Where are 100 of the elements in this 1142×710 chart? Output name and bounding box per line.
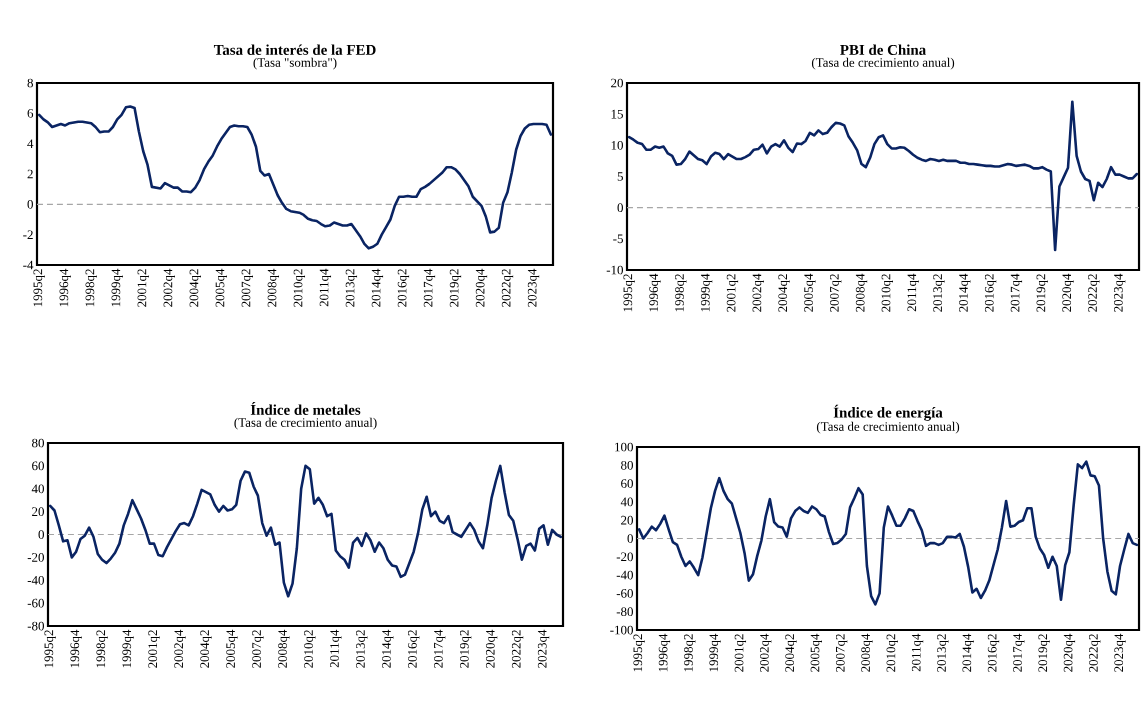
x-tick-label: 2001q2 <box>137 269 149 307</box>
x-tick-label: 2010q2 <box>304 630 316 668</box>
y-tick-label: 40 <box>31 484 44 494</box>
chart-title: Tasa de interés de la FED <box>213 44 376 55</box>
x-tick-label: 2017q4 <box>433 629 446 668</box>
x-tick-label: 1996q4 <box>59 268 71 307</box>
x-tick-label: 1999q4 <box>709 633 721 672</box>
y-tick-label: -80 <box>27 621 44 631</box>
x-tick-label: 2016q2 <box>408 630 420 668</box>
x-tick-label: 2013q2 <box>933 274 945 312</box>
y-tick-label: -10 <box>606 265 623 275</box>
chart-subtitle: (Tasa de crecimiento anual) <box>816 421 960 434</box>
x-tick-label: 2007q2 <box>830 274 842 312</box>
x-tick-label: 2013q2 <box>356 630 368 668</box>
chart-title: Índice de energía <box>833 404 943 421</box>
x-tick-label: 2004q2 <box>200 630 212 668</box>
y-tick-label: 6 <box>27 108 34 118</box>
x-tick-label: 2008q4 <box>278 629 290 668</box>
y-tick-label: 60 <box>32 461 44 471</box>
y-tick-label: -80 <box>616 607 633 617</box>
x-tick-label: 1999q4 <box>111 268 123 307</box>
x-tick-label: 1999q4 <box>700 273 713 312</box>
x-tick-label: 2023q4 <box>1113 273 1126 312</box>
y-tick-label: 0 <box>38 530 44 539</box>
x-tick-label: 2017q4 <box>1013 633 1025 672</box>
x-tick-label: 1996q4 <box>658 633 671 672</box>
x-tick-label: 2019q2 <box>449 269 462 307</box>
x-tick-label: 2023q4 <box>1114 633 1126 672</box>
x-tick-label: 2008q4 <box>861 633 873 672</box>
y-tick-label: 5 <box>617 172 623 181</box>
x-tick-label: 2007q2 <box>241 269 253 307</box>
y-tick-label: 4 <box>27 139 34 148</box>
x-tick-label: 2014q4 <box>962 633 974 672</box>
y-tick-label: 10 <box>611 140 623 150</box>
x-tick-label: 2011q4 <box>911 633 924 672</box>
y-tick-label: -60 <box>27 598 44 608</box>
x-tick-label: 2002q4 <box>752 273 764 312</box>
x-tick-label: 2016q2 <box>397 269 410 307</box>
y-tick-label: 2 <box>27 169 33 179</box>
chart-subtitle: (Tasa "sombra") <box>253 57 337 70</box>
x-tick-label: 2011q4 <box>907 273 919 312</box>
x-tick-label: 2010q2 <box>293 269 306 307</box>
y-tick-label: 60 <box>621 479 633 488</box>
x-tick-label: 2019q2 <box>1038 634 1050 672</box>
y-tick-label: 20 <box>32 507 44 516</box>
x-tick-label: 2005q4 <box>226 629 238 668</box>
x-tick-label: 2002q4 <box>759 633 772 672</box>
x-tick-label: 2004q2 <box>785 634 797 672</box>
y-tick-label: -20 <box>616 552 633 562</box>
chart-title: Índice de metales <box>250 401 361 415</box>
x-tick-label: 2020q4 <box>1063 633 1076 672</box>
x-tick-label: 2019q2 <box>1036 274 1048 312</box>
x-tick-label: 2004q2 <box>778 274 790 312</box>
x-tick-label: 1995q2 <box>633 634 645 672</box>
x-tick-label: 2002q4 <box>174 629 186 668</box>
y-tick-label: -100 <box>610 625 633 635</box>
x-tick-label: 2014q4 <box>959 273 971 312</box>
x-tick-label: 2007q2 <box>252 630 264 668</box>
x-tick-label: 1998q2 <box>684 634 696 672</box>
x-tick-label: 1998q2 <box>675 274 687 312</box>
x-tick-label: 2020q4 <box>485 629 498 668</box>
x-tick-label: 2008q4 <box>855 273 868 312</box>
x-tick-label: 2020q4 <box>475 268 488 307</box>
x-tick-label: 2023q4 <box>527 268 540 307</box>
y-tick-label: 8 <box>27 78 33 88</box>
x-tick-label: 1995q2 <box>44 630 56 668</box>
x-tick-label: 2023q4 <box>537 629 550 668</box>
x-tick-label: 2005q4 <box>810 633 822 672</box>
x-tick-label: 2007q2 <box>835 634 848 672</box>
y-tick-label: -5 <box>613 234 623 244</box>
x-tick-label: 2022q2 <box>511 630 524 668</box>
x-tick-label: 2001q2 <box>726 274 739 312</box>
y-tick-label: 15 <box>611 109 623 119</box>
y-tick-label: 0 <box>627 534 633 543</box>
x-tick-label: 2010q2 <box>881 274 893 312</box>
y-tick-label: 0 <box>617 203 623 213</box>
x-tick-label: 2020q4 <box>1062 273 1074 312</box>
y-tick-label: 40 <box>620 497 633 507</box>
x-tick-label: 2002q4 <box>163 268 175 307</box>
y-tick-label: 20 <box>621 515 633 525</box>
chart-subtitle: (Tasa de crecimiento anual) <box>811 57 955 70</box>
x-tick-label: 2011q4 <box>330 629 342 668</box>
y-tick-label: 80 <box>32 438 44 448</box>
x-tick-label: 1995q2 <box>33 269 45 307</box>
x-tick-label: 2011q4 <box>319 268 332 307</box>
y-tick-label: 80 <box>621 460 633 470</box>
y-tick-label: -40 <box>27 575 44 585</box>
x-tick-label: 2010q2 <box>886 634 898 672</box>
y-tick-label: 100 <box>615 442 633 452</box>
x-tick-label: 2016q2 <box>984 274 997 312</box>
y-tick-label: -40 <box>616 570 633 580</box>
x-tick-label: 2008q4 <box>267 268 279 307</box>
x-tick-label: 2019q2 <box>459 630 472 668</box>
x-tick-label: 1996q4 <box>649 273 661 312</box>
y-tick-label: -4 <box>23 260 34 270</box>
x-tick-label: 1998q2 <box>85 269 97 307</box>
x-tick-label: 2022q2 <box>1089 634 1101 672</box>
x-tick-label: 1995q2 <box>623 274 635 312</box>
x-tick-label: 1996q4 <box>70 629 82 668</box>
x-tick-label: 2013q2 <box>345 269 358 307</box>
